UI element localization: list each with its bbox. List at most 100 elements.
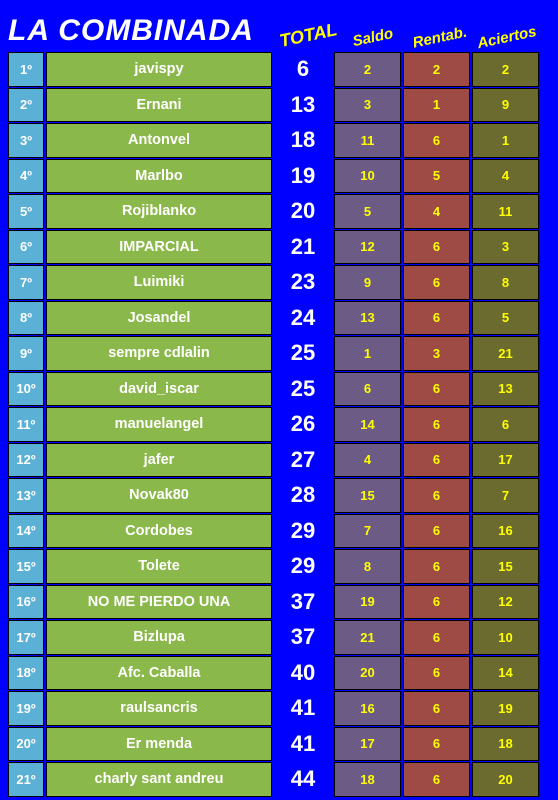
rank-cell: 2º [8, 88, 44, 123]
total-cell: 24 [274, 301, 332, 336]
table-header: LA COMBINADA TOTAL Saldo Rentab. Acierto… [0, 0, 558, 52]
total-cell: 29 [274, 549, 332, 584]
table-row: 13ºNovak80281567 [8, 478, 550, 513]
table-row: 1ºjavispy6222 [8, 52, 550, 87]
saldo-cell: 13 [334, 301, 401, 336]
rank-cell: 10º [8, 372, 44, 407]
name-cell: Marlbo [46, 159, 272, 194]
name-cell: charly sant andreu [46, 762, 272, 797]
table-row: 11ºmanuelangel261466 [8, 407, 550, 442]
rank-cell: 15º [8, 549, 44, 584]
total-cell: 23 [274, 265, 332, 300]
aciertos-cell: 10 [472, 620, 539, 655]
aciertos-cell: 17 [472, 443, 539, 478]
rank-cell: 12º [8, 443, 44, 478]
table-row: 12ºjafer274617 [8, 443, 550, 478]
rank-cell: 3º [8, 123, 44, 158]
rentab-cell: 3 [403, 336, 470, 371]
name-cell: IMPARCIAL [46, 230, 272, 265]
name-cell: jafer [46, 443, 272, 478]
aciertos-cell: 14 [472, 656, 539, 691]
saldo-cell: 9 [334, 265, 401, 300]
aciertos-cell: 1 [472, 123, 539, 158]
total-cell: 28 [274, 478, 332, 513]
name-cell: NO ME PIERDO UNA [46, 585, 272, 620]
table-row: 10ºdavid_iscar256613 [8, 372, 550, 407]
rentab-cell: 6 [403, 265, 470, 300]
rank-cell: 9º [8, 336, 44, 371]
saldo-cell: 19 [334, 585, 401, 620]
total-cell: 29 [274, 514, 332, 549]
total-cell: 18 [274, 123, 332, 158]
table-row: 15ºTolete298615 [8, 549, 550, 584]
table-row: 5ºRojiblanko205411 [8, 194, 550, 229]
name-cell: sempre cdlalin [46, 336, 272, 371]
name-cell: javispy [46, 52, 272, 87]
aciertos-cell: 12 [472, 585, 539, 620]
aciertos-cell: 13 [472, 372, 539, 407]
aciertos-cell: 8 [472, 265, 539, 300]
saldo-cell: 15 [334, 478, 401, 513]
rank-cell: 18º [8, 656, 44, 691]
aciertos-cell: 7 [472, 478, 539, 513]
saldo-cell: 4 [334, 443, 401, 478]
saldo-cell: 1 [334, 336, 401, 371]
rentab-cell: 6 [403, 620, 470, 655]
rentab-cell: 6 [403, 230, 470, 265]
aciertos-cell: 3 [472, 230, 539, 265]
aciertos-cell: 5 [472, 301, 539, 336]
table-row: 6ºIMPARCIAL211263 [8, 230, 550, 265]
table-row: 7ºLuimiki23968 [8, 265, 550, 300]
total-cell: 44 [274, 762, 332, 797]
rentab-cell: 5 [403, 159, 470, 194]
name-cell: Novak80 [46, 478, 272, 513]
ranking-table: LA COMBINADA TOTAL Saldo Rentab. Acierto… [0, 0, 558, 800]
total-cell: 13 [274, 88, 332, 123]
rentab-cell: 6 [403, 514, 470, 549]
name-cell: manuelangel [46, 407, 272, 442]
rank-cell: 17º [8, 620, 44, 655]
table-row: 19ºraulsancris4116619 [8, 691, 550, 726]
total-cell: 27 [274, 443, 332, 478]
total-cell: 25 [274, 372, 332, 407]
total-cell: 41 [274, 691, 332, 726]
table-row: 9ºsempre cdlalin251321 [8, 336, 550, 371]
rentab-cell: 6 [403, 549, 470, 584]
rank-cell: 8º [8, 301, 44, 336]
name-cell: raulsancris [46, 691, 272, 726]
aciertos-cell: 19 [472, 691, 539, 726]
name-cell: Josandel [46, 301, 272, 336]
rentab-cell: 6 [403, 691, 470, 726]
saldo-cell: 20 [334, 656, 401, 691]
rentab-cell: 6 [403, 478, 470, 513]
aciertos-cell: 11 [472, 194, 539, 229]
rentab-cell: 6 [403, 301, 470, 336]
rank-cell: 7º [8, 265, 44, 300]
total-cell: 21 [274, 230, 332, 265]
saldo-cell: 18 [334, 762, 401, 797]
table-row: 21ºcharly sant andreu4418620 [8, 762, 550, 797]
aciertos-cell: 20 [472, 762, 539, 797]
saldo-cell: 5 [334, 194, 401, 229]
rentab-cell: 6 [403, 123, 470, 158]
saldo-cell: 14 [334, 407, 401, 442]
name-cell: Luimiki [46, 265, 272, 300]
saldo-cell: 6 [334, 372, 401, 407]
rank-cell: 5º [8, 194, 44, 229]
aciertos-cell: 4 [472, 159, 539, 194]
rentab-cell: 6 [403, 656, 470, 691]
table-row: 4ºMarlbo191054 [8, 159, 550, 194]
table-row: 17ºBizlupa3721610 [8, 620, 550, 655]
total-cell: 19 [274, 159, 332, 194]
total-cell: 37 [274, 585, 332, 620]
table-body: 1ºjavispy62222ºErnani133193ºAntonvel1811… [0, 52, 558, 800]
aciertos-cell: 15 [472, 549, 539, 584]
total-cell: 37 [274, 620, 332, 655]
aciertos-cell: 9 [472, 88, 539, 123]
rentab-cell: 6 [403, 407, 470, 442]
saldo-cell: 16 [334, 691, 401, 726]
rentab-cell: 6 [403, 585, 470, 620]
aciertos-cell: 18 [472, 727, 539, 762]
table-row: 3ºAntonvel181161 [8, 123, 550, 158]
rentab-cell: 6 [403, 762, 470, 797]
